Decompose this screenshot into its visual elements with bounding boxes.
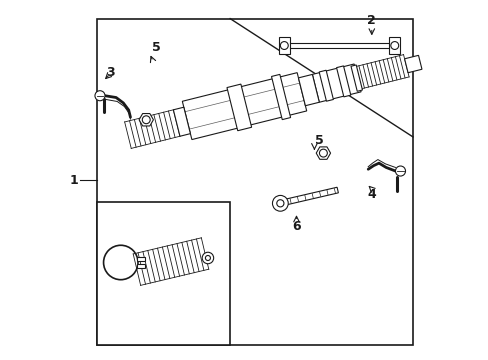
Polygon shape <box>312 64 360 102</box>
Text: 7: 7 <box>141 204 150 217</box>
Text: 6: 6 <box>292 220 300 233</box>
Polygon shape <box>139 113 153 126</box>
Circle shape <box>280 41 287 49</box>
Polygon shape <box>173 107 190 136</box>
Bar <box>137 257 144 261</box>
Circle shape <box>395 166 405 176</box>
Bar <box>97 19 412 345</box>
Polygon shape <box>319 70 333 101</box>
Bar <box>388 37 400 54</box>
Circle shape <box>103 245 138 280</box>
Circle shape <box>142 116 150 124</box>
Polygon shape <box>316 147 330 159</box>
Text: 5: 5 <box>152 41 161 54</box>
Polygon shape <box>271 75 290 120</box>
Circle shape <box>272 195 287 211</box>
Text: 2: 2 <box>366 14 375 27</box>
Polygon shape <box>226 84 251 131</box>
Circle shape <box>202 252 213 264</box>
Text: 3: 3 <box>105 66 114 79</box>
Circle shape <box>205 256 210 261</box>
Polygon shape <box>182 73 306 140</box>
Polygon shape <box>354 55 408 89</box>
Polygon shape <box>124 110 180 148</box>
Bar <box>278 37 289 54</box>
Polygon shape <box>279 187 338 206</box>
Bar <box>97 202 230 345</box>
Polygon shape <box>350 65 362 91</box>
Circle shape <box>276 200 284 207</box>
Text: 4: 4 <box>366 188 375 201</box>
Bar <box>137 264 144 268</box>
Text: 1: 1 <box>70 174 79 186</box>
Polygon shape <box>298 75 319 106</box>
Polygon shape <box>404 55 421 73</box>
Polygon shape <box>133 238 208 285</box>
Circle shape <box>390 41 398 49</box>
Circle shape <box>95 91 105 101</box>
Text: 5: 5 <box>315 134 324 147</box>
Polygon shape <box>336 66 350 97</box>
Circle shape <box>319 149 326 157</box>
